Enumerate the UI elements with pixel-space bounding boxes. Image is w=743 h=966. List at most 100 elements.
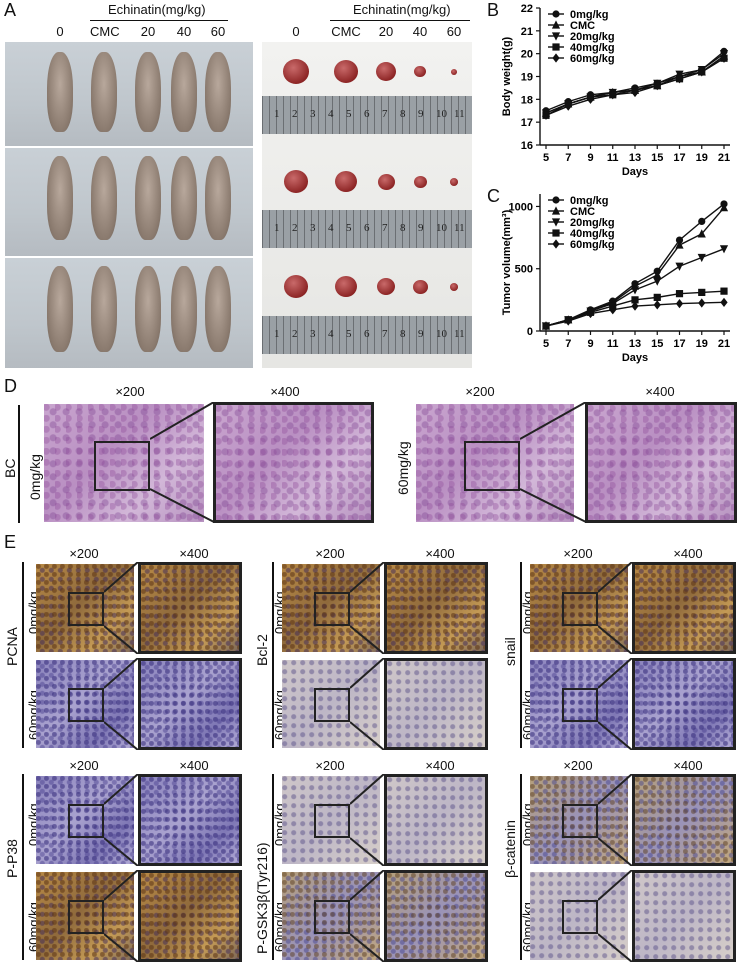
series-4-point [631,87,639,98]
x-axis-label: Days [622,352,648,364]
legend-marker [552,229,560,237]
series-3-point [675,290,684,298]
panel-d-row-label: BC [2,458,18,478]
zoom-line-bottom [104,721,139,750]
ruler-number: 2 [292,108,298,120]
ruler-number: 2 [292,328,298,340]
zoom-region [314,900,350,934]
series-4-point [631,301,639,311]
legend-marker [552,53,560,63]
panel-e-marker-label: β-catenin [502,820,518,878]
ruler-number: 9 [418,222,424,234]
zoom-lines [104,774,139,866]
he-high-60mg [585,402,737,523]
zoom-lines [350,658,385,750]
series-0-point [698,217,706,225]
panel-e-bracket [22,562,24,748]
zoom-lines [350,562,385,654]
mouse-0-4 [205,52,231,132]
mouse-1-3 [171,156,197,240]
zoom-lines [598,562,633,654]
zoom-lines [598,774,633,866]
panel-a-right-header: Echinatin(mg/kg) [353,2,451,17]
zoom-lines [350,870,385,962]
ruler-number: 4 [328,108,334,120]
series-4-point [564,101,572,111]
ruler-number: 3 [310,222,316,234]
zoom-line-top [104,774,139,805]
zoom-line-top [350,562,385,593]
panel-e-mag-low: ×200 [69,546,99,561]
tumor-0-3 [414,66,426,78]
series-2-point [719,245,729,254]
zoom-region [314,688,350,722]
panel-e-marker-label: PCNA [4,627,20,666]
legend-label-2: 20mg/kg [570,31,615,43]
legend-marker [552,239,560,249]
panel-e-mag-high: ×400 [673,546,703,561]
mouse-1-0 [47,156,73,240]
ruler-number: 5 [346,328,352,340]
x-tick-label: 13 [629,152,641,164]
zoom-region [314,592,350,626]
x-tick-label: 5 [543,338,549,350]
ihc-high-2-0 [632,562,736,654]
ruler-number: 5 [346,222,352,234]
legend-marker [551,206,561,215]
zoom-lines [598,870,633,962]
ihc-high-5-0 [632,774,736,866]
ruler-number: 8 [400,222,406,234]
ruler-number: 7 [382,108,388,120]
mouse-2-2 [135,266,161,352]
mouse-1-1 [91,156,117,240]
tumor-volume-chart: 0 500 1000 5 7 9 11 13 15 17 19 21 Days Tumor volume(… [501,194,730,364]
x-tick-label: 9 [587,338,593,350]
zoom-lines [598,658,633,750]
series-0-point [675,236,684,244]
zoom-line-bottom [598,837,633,866]
panel-a-left-header: Echinatin(mg/kg) [108,2,206,17]
panel-d-right-mag-high: ×400 [645,384,675,399]
series-4-point [698,67,706,77]
x-tick-label: 17 [673,338,685,350]
panel-label-a: A [4,0,17,20]
series-4-point [698,298,706,308]
ruler-number: 6 [364,222,370,234]
panel-e-mag-high: ×400 [179,546,209,561]
ihc-high-3-1 [138,870,242,962]
series-2-point [675,262,684,271]
mouse-0-0 [47,52,73,132]
zoom-region [562,804,598,838]
ruler-number: 9 [418,108,424,120]
series-4-point [586,94,595,104]
series-1-point [719,203,729,212]
ruler-1: 1 2 3 4 5 6 7 8 9 10 11 [262,210,472,248]
panel-d-right-dose: 60mg/kg [395,441,411,495]
panel-e-bracket [22,774,24,960]
ruler-number: 3 [310,328,316,340]
mouse-2-1 [91,266,117,352]
panel-e-bracket [272,562,274,748]
panel-a-left-group-0: 0 [56,24,64,39]
x-tick-label: 17 [673,152,685,164]
panel-e-mag-low: ×200 [315,758,345,773]
x-tick-label: 7 [565,152,571,164]
legend-label-1: CMC [570,20,595,32]
zoom-region [68,900,104,934]
panel-d-bracket [18,405,20,523]
panel-e-mag-low: ×200 [69,758,99,773]
series-2-point [653,277,662,286]
zoom-line-bottom [598,625,633,654]
y-axis-label: Body weight(g) [501,36,513,116]
ihc-high-4-0 [384,774,488,866]
panel-label-e: E [4,532,17,552]
y-tick-label: 1000 [509,201,533,213]
x-tick-label: 19 [696,152,708,164]
legend-label-4: 60mg/kg [570,239,615,251]
y-tick-label: 500 [515,264,533,276]
series-3-point [698,288,706,296]
ihc-high-0-0 [138,562,242,654]
ruler-number: 6 [364,328,370,340]
ihc-high-3-0 [138,774,242,866]
series-4-point [609,305,617,315]
